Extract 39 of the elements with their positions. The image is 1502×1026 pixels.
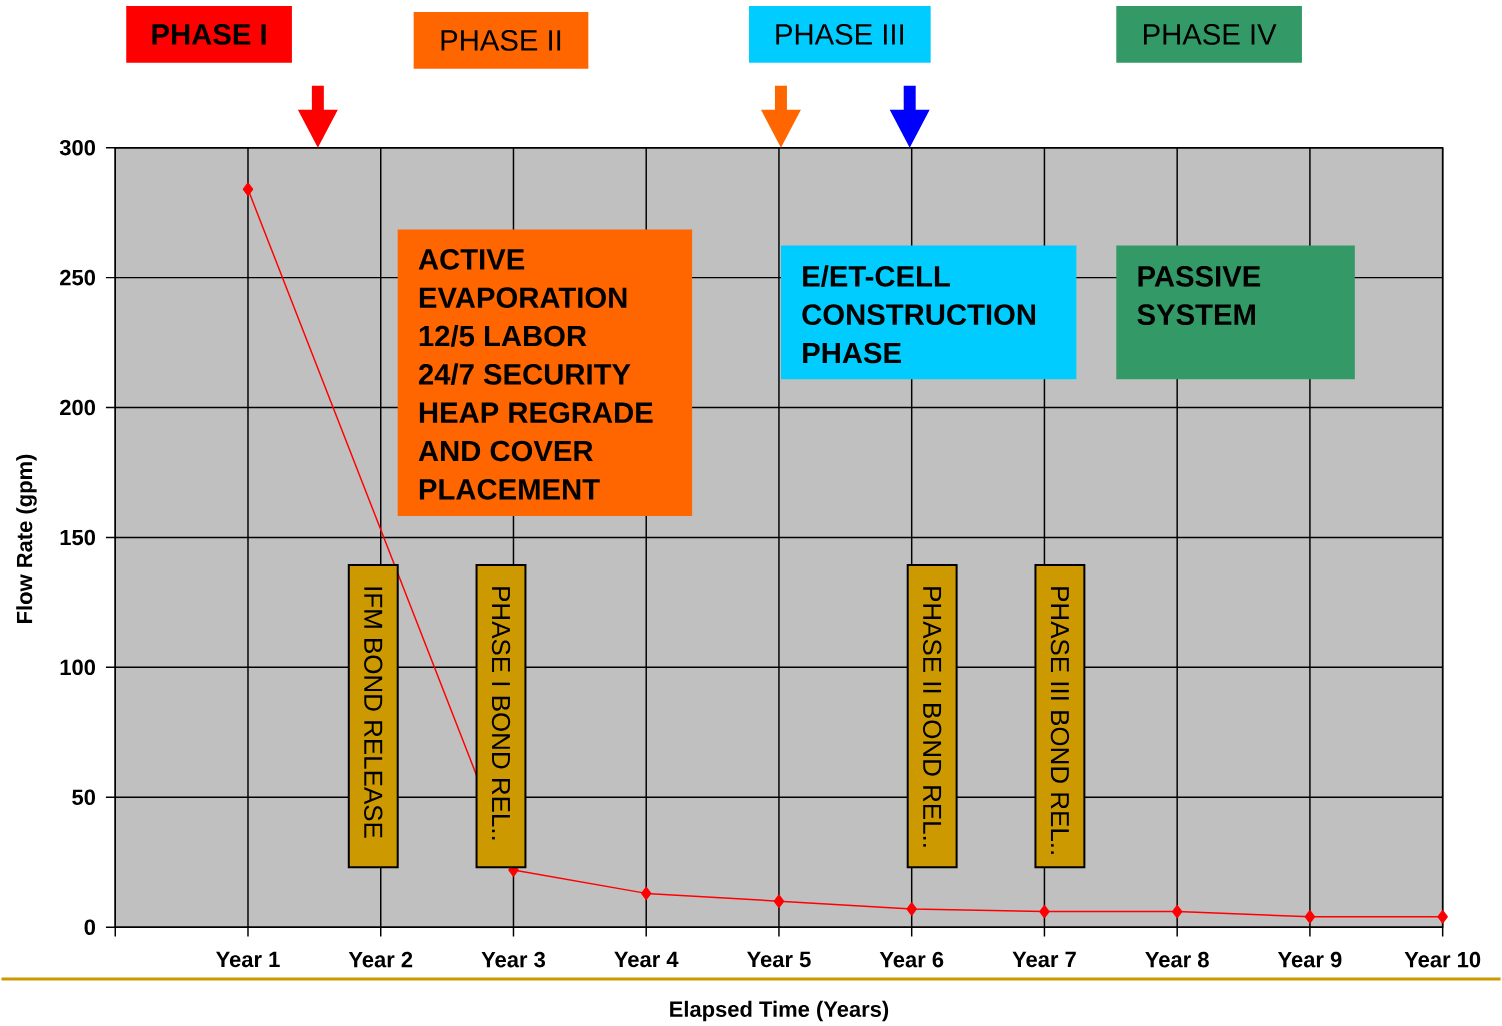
x-tick-label: Year 5 <box>746 951 811 968</box>
annotation: 12/5 LABOR <box>419 324 587 347</box>
text: PHASE II <box>441 30 561 51</box>
text: PHASE IV <box>1143 24 1277 45</box>
annotation: PHASE II BOND REL.. <box>922 587 942 847</box>
y-tick-label: 200 <box>60 399 96 416</box>
y-tick-label: 150 <box>60 529 96 546</box>
annotation: IFM BOND RELEASE <box>364 587 383 838</box>
annotation: HEAP REGRADE <box>419 402 653 424</box>
annotation: AND COVER <box>418 440 593 462</box>
annotation: PHASE I BOND REL.. <box>491 587 511 840</box>
x-tick-label: Year 1 <box>216 951 280 968</box>
y-tick-label: 50 <box>72 789 96 806</box>
x-tick-label: Year 6 <box>879 951 944 968</box>
x-tick-label: Year 8 <box>1145 951 1209 968</box>
x-tick-label: Year 7 <box>1012 951 1076 968</box>
y-tick-label: 0 <box>84 919 96 935</box>
y-tick-label: 300 <box>59 139 96 156</box>
annotation: SYSTEM <box>1137 304 1255 326</box>
annotation: CONSTRUCTION <box>802 304 1036 326</box>
annotation: PHASE III BOND REL.. <box>1050 587 1070 854</box>
text: PHASE III <box>776 24 903 45</box>
annotation: EVAPORATION <box>419 287 627 309</box>
x-axis-title: Elapsed Time (Years) <box>670 1000 889 1022</box>
x-tick-label: Year 4 <box>614 951 679 968</box>
annotation: E/ET-CELL <box>803 265 950 288</box>
text: PHASE I <box>152 24 266 45</box>
annotation: ACTIVE <box>418 249 525 270</box>
annotation: 24/7 SECURITY <box>418 363 631 386</box>
y-axis-title: Flow Rate (gpm) <box>16 454 37 623</box>
y-tick-label: 250 <box>60 269 96 286</box>
x-tick-label: Year 3 <box>481 951 546 968</box>
x-tick-label: Year 10 <box>1404 951 1481 968</box>
annotation: PLACEMENT <box>419 478 600 500</box>
x-tick-label: Year 2 <box>348 951 413 968</box>
x-tick-label: Year 9 <box>1277 951 1342 968</box>
annotation: PASSIVE <box>1138 265 1261 287</box>
annotation: PHASE <box>803 342 901 364</box>
y-tick-label: 100 <box>60 659 96 676</box>
